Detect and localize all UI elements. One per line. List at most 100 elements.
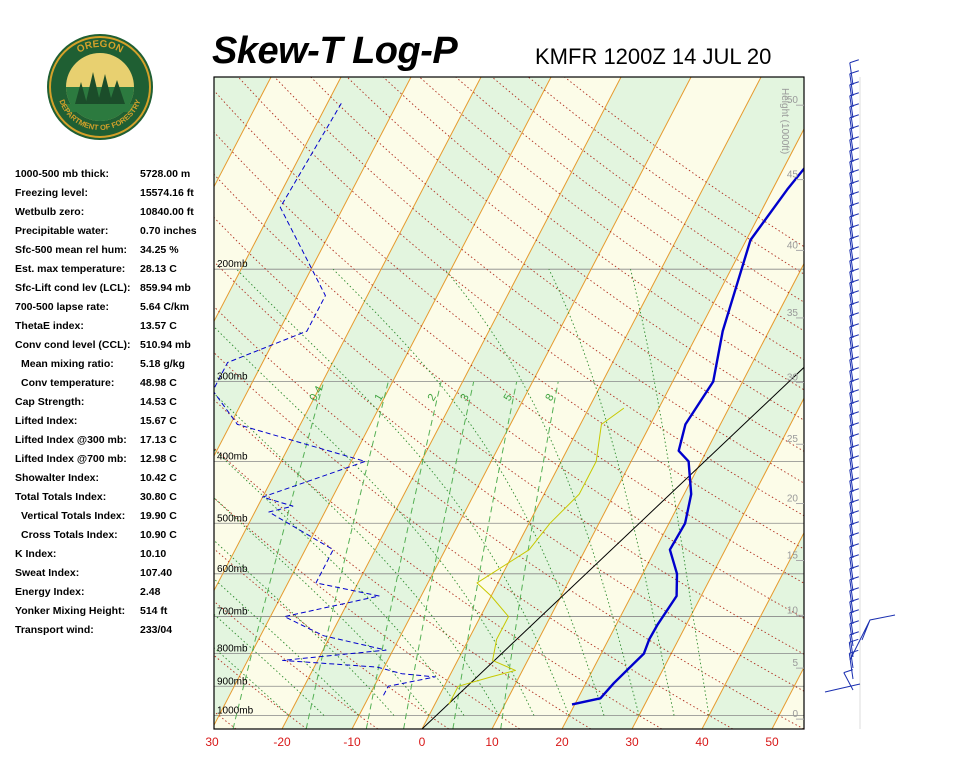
isotherm-line xyxy=(561,262,804,729)
wind-barb-shaft xyxy=(849,480,854,504)
isotherm-line xyxy=(214,77,552,727)
index-label: Wetbulb zero: xyxy=(15,206,85,218)
pressure-tick-label: 300mb xyxy=(217,372,248,383)
temperature-tick-label: 50 xyxy=(765,735,779,749)
wind-barb xyxy=(849,268,859,295)
wind-barb-shaft xyxy=(849,128,854,152)
index-value: 10.10 xyxy=(140,548,167,560)
index-value: 10.90 C xyxy=(140,529,177,541)
wind-barb-shaft xyxy=(849,601,854,625)
temperature-tick-label: 30 xyxy=(205,735,219,749)
index-row: Cap Strength: 14.53 C xyxy=(15,396,215,415)
mixing-ratio-line xyxy=(305,381,389,729)
index-row: Lifted Index: 15.67 C xyxy=(15,415,215,434)
chart-grid xyxy=(0,77,804,729)
wind-barb xyxy=(849,59,859,86)
wind-barb xyxy=(849,257,859,284)
moist-adiabat-line xyxy=(214,326,535,716)
plot-frame xyxy=(213,76,805,730)
wind-barb xyxy=(843,669,854,691)
index-value: 15574.16 ft xyxy=(140,187,194,199)
wind-barb-flag xyxy=(849,521,859,526)
wind-barb xyxy=(849,81,859,108)
wind-barb-shaft xyxy=(849,381,854,405)
height-tick-label: 50 xyxy=(787,95,799,106)
wind-barb-shaft xyxy=(849,238,854,262)
wind-barb-flag xyxy=(849,92,859,97)
wind-barb-shaft xyxy=(849,95,854,119)
wind-barb-surface xyxy=(824,683,861,693)
wind-barb xyxy=(849,422,859,449)
index-row: Est. max temperature: 28.13 C xyxy=(15,263,215,282)
wind-barb-shaft xyxy=(848,642,854,669)
dry-adiabat-line xyxy=(214,447,592,729)
wind-barb xyxy=(849,477,859,504)
mixing-ratio-label: 2 xyxy=(426,392,439,403)
wind-barbs xyxy=(824,59,896,729)
pressure-tick-label: 1000mb xyxy=(217,705,254,716)
wind-barb-shaft xyxy=(849,623,854,647)
isotherm-line xyxy=(214,77,342,323)
isotherm-line xyxy=(491,127,804,729)
wind-barb-flag xyxy=(849,345,859,350)
wind-barb-flag xyxy=(849,638,859,643)
height-tick-label: 0 xyxy=(792,709,798,720)
pressure-tick-label: 200mb xyxy=(217,259,248,270)
index-row: Sfc-Lift cond lev (LCL): 859.94 mb xyxy=(15,282,215,301)
height-tick-label: 15 xyxy=(787,550,799,561)
wind-barb xyxy=(849,92,859,119)
index-value: 15.67 C xyxy=(140,415,177,427)
pressure-tick-label: 700mb xyxy=(217,607,248,618)
index-value: 34.25 % xyxy=(140,244,179,256)
index-value: 10840.00 ft xyxy=(140,206,194,218)
wind-barb xyxy=(849,125,859,152)
pressure-tick-label: 600mb xyxy=(217,564,248,575)
wind-barb-shaft xyxy=(849,414,854,438)
moist-adiabat-line xyxy=(236,268,570,716)
index-label: Transport wind: xyxy=(15,624,94,636)
wind-barb-flag xyxy=(849,389,859,394)
wind-barb xyxy=(849,631,859,658)
stability-indices-list: 1000-500 mb thick: 5728.00 m Freezing leve… xyxy=(15,168,215,643)
index-label: 1000-500 mb thick: xyxy=(15,168,109,180)
wind-barb xyxy=(849,598,859,625)
index-row: K Index: 10.10 xyxy=(15,548,215,567)
index-label: Sfc-Lift cond lev (LCL): xyxy=(15,282,131,294)
temperature-tick-label: 30 xyxy=(625,735,639,749)
wind-barb-flag xyxy=(849,257,859,262)
index-label: Lifted Index @300 mb: xyxy=(15,434,127,446)
moist-adiabat-line xyxy=(548,269,675,716)
wind-barb-flag xyxy=(849,598,859,603)
pressure-tick-label: 900mb xyxy=(217,676,248,687)
wind-barb-flag xyxy=(849,125,859,130)
index-row: Sfc-500 mean rel hum: 34.25 % xyxy=(15,244,215,263)
wind-barb-flag xyxy=(849,477,859,482)
wind-barb xyxy=(848,638,859,669)
index-row: Conv cond level (CCL): 510.94 mb xyxy=(15,339,215,358)
wind-barb-flag xyxy=(849,301,859,306)
wind-barb-flag xyxy=(843,669,853,674)
wind-barb xyxy=(849,191,859,218)
wind-barb-shaft xyxy=(849,249,854,273)
wind-barb-shaft xyxy=(849,546,854,570)
wind-barb xyxy=(849,620,859,647)
wind-barb-shaft xyxy=(849,150,854,174)
wind-barb xyxy=(849,136,859,163)
series-line-2 xyxy=(448,407,625,705)
height-tick-label: 25 xyxy=(787,434,799,445)
wind-barb-shaft xyxy=(849,447,854,471)
isotherm-line xyxy=(0,77,61,729)
wind-barb-shaft xyxy=(849,425,854,449)
wind-barb xyxy=(849,444,859,471)
wind-barb-flag xyxy=(849,466,859,471)
index-label: ThetaE index: xyxy=(15,320,84,332)
wind-barb-shaft xyxy=(849,227,854,251)
index-value: 13.57 C xyxy=(140,320,177,332)
index-label: Vertical Totals Index: xyxy=(21,510,126,522)
index-value: 233/04 xyxy=(140,624,173,636)
index-value: 5.18 g/kg xyxy=(140,358,185,370)
mixing-ratio-line xyxy=(365,381,442,729)
wind-barb xyxy=(849,235,859,262)
wind-barb-shaft xyxy=(849,359,854,383)
chart-series xyxy=(214,103,804,706)
